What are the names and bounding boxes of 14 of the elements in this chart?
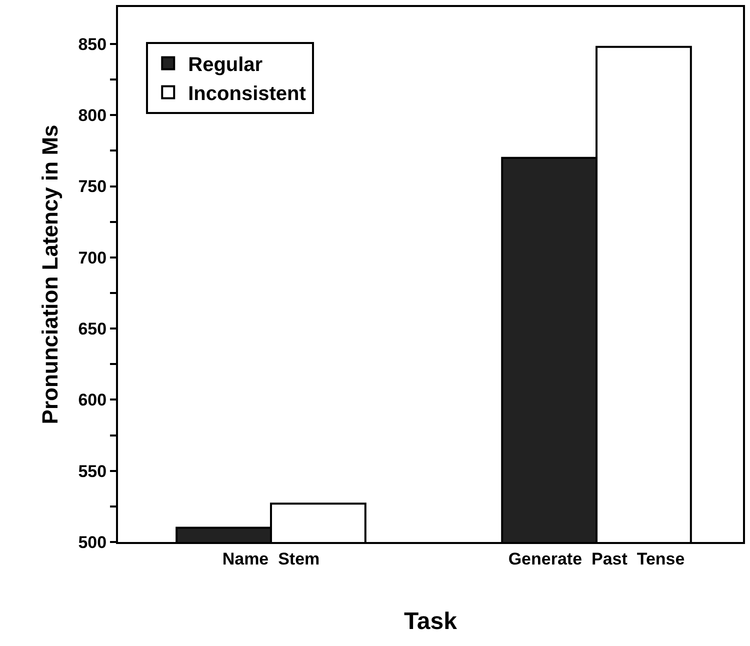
y-tick-label: 600 [78,390,107,410]
y-tick-label: 800 [78,106,107,126]
x-tick-label: Name Stem [222,549,320,568]
legend-label: Regular [188,54,263,76]
x-axis-title: Task [404,608,458,636]
y-tick-label: 850 [78,34,107,54]
y-axis-title: Pronunciation Latency in Ms [38,124,63,424]
y-tick-label: 500 [78,532,107,552]
y-tick-label: 650 [78,320,107,339]
y-tick-label: 550 [78,462,107,481]
x-tick-label: Generate Past Tense [508,549,685,568]
legend-label: Inconsistent [188,83,306,106]
y-tick-label: 750 [78,177,107,196]
y-tick-label: 700 [78,248,107,268]
